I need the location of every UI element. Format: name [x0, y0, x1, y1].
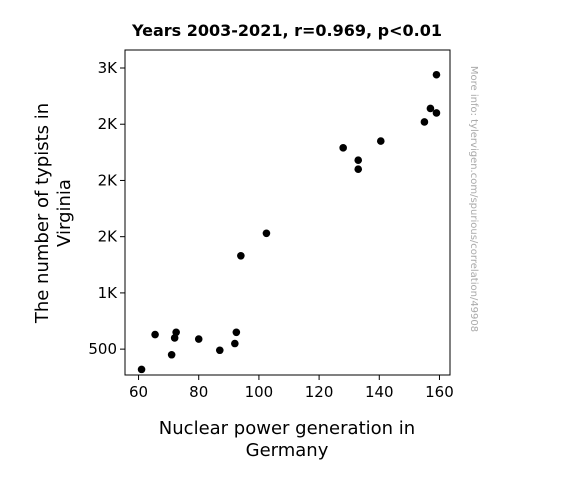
y-tick-label: 2K	[98, 228, 119, 246]
data-point	[354, 156, 363, 165]
y-tick-label: 2K	[98, 115, 119, 133]
data-points	[137, 70, 441, 374]
x-axis: 60 80 100 120 140 160	[129, 375, 454, 401]
data-point	[172, 328, 180, 337]
y-tick-label: 2K	[98, 171, 119, 189]
data-point	[232, 328, 241, 337]
data-point	[432, 109, 441, 117]
data-point	[137, 365, 146, 374]
x-axis-label-line-2: Germany	[246, 440, 329, 461]
data-point	[426, 104, 435, 113]
chart-title: Years 2003-2021, r=0.969, p<0.01	[131, 21, 442, 40]
data-point	[432, 70, 441, 79]
data-point	[376, 137, 385, 145]
y-axis-label-line-2: Virginia	[54, 179, 75, 247]
y-axis: 500 1K 2K 2K 2K 3K	[88, 59, 125, 358]
x-tick-label: 80	[189, 383, 208, 401]
data-point	[339, 144, 347, 152]
x-tick-label: 140	[365, 383, 394, 401]
x-tick-label: 160	[425, 383, 454, 401]
data-point	[420, 118, 429, 126]
x-tick-label: 120	[305, 383, 334, 401]
y-tick-label: 3K	[98, 59, 119, 77]
data-point	[354, 165, 363, 174]
data-point	[167, 350, 176, 359]
x-tick-label: 100	[245, 383, 274, 401]
y-tick-label: 1K	[98, 284, 119, 302]
data-point	[194, 335, 203, 343]
plot-area	[124, 49, 451, 376]
x-tick-label: 60	[129, 383, 148, 401]
data-point	[151, 330, 159, 339]
y-axis-label-line-1: The number of typists in	[32, 103, 53, 324]
data-point	[237, 251, 245, 260]
data-point	[231, 339, 239, 348]
source-note: More info: tylervigen.com/spurious/corre…	[468, 66, 479, 332]
x-axis-label-line-1: Nuclear power generation in	[159, 418, 415, 439]
y-tick-label: 500	[88, 340, 117, 358]
data-point	[262, 229, 271, 238]
data-point	[215, 346, 224, 355]
